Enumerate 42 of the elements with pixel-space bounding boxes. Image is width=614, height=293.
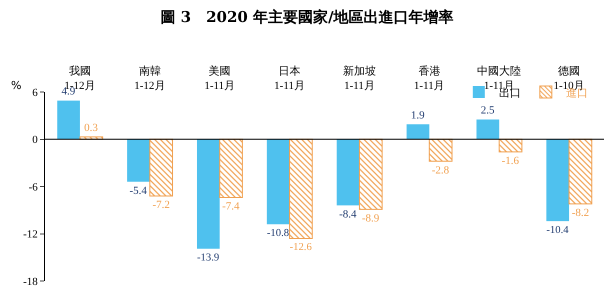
bar xyxy=(266,139,290,224)
data-label: -8.4 xyxy=(339,208,358,220)
data-label: -7.2 xyxy=(152,198,170,211)
bar xyxy=(196,139,220,249)
data-label: -1.6 xyxy=(502,154,520,167)
bar xyxy=(546,139,570,222)
bar xyxy=(336,139,360,206)
bar xyxy=(57,100,80,140)
y-tick-label: 0 xyxy=(32,134,38,146)
x-tick-label: 新加坡 1-11月 xyxy=(342,64,376,92)
bar xyxy=(428,138,453,162)
data-label: -12.6 xyxy=(290,242,312,254)
bar xyxy=(476,120,500,140)
chart-title: 圖 3 2020 年主要國家/地區出進口年增率 xyxy=(160,8,454,26)
x-tick-label: 美國 1-11月 xyxy=(204,64,236,92)
data-label: 1.9 xyxy=(410,109,426,122)
bar xyxy=(358,138,383,210)
bar xyxy=(498,138,522,152)
y-tick-label: -18 xyxy=(23,276,38,288)
data-label: -8.9 xyxy=(362,212,380,224)
data-label: -7.4 xyxy=(222,200,240,213)
bar xyxy=(127,139,150,182)
bar xyxy=(149,138,174,196)
bar xyxy=(568,138,592,204)
data-label: -13.9 xyxy=(196,252,220,264)
data-label: -10.8 xyxy=(266,228,290,240)
y-axis-title: % xyxy=(11,79,22,92)
data-label: 0.3 xyxy=(84,122,98,134)
y-tick-label: 6 xyxy=(32,86,38,99)
bar xyxy=(219,138,243,198)
data-label: -5.4 xyxy=(130,184,148,197)
data-label: -8.2 xyxy=(572,206,590,219)
x-tick-label: 日本 1-11月 xyxy=(274,64,305,92)
data-label: -10.4 xyxy=(546,224,570,236)
bar xyxy=(406,124,430,140)
bar xyxy=(289,138,313,239)
data-label: 2.5 xyxy=(480,104,495,117)
y-tick-label: -12 xyxy=(23,228,38,241)
data-label: -2.8 xyxy=(432,164,450,176)
y-tick-label: -6 xyxy=(28,181,38,194)
x-tick-label: 南韓 1-12月 xyxy=(134,64,166,92)
x-tick-label: 香港 1-11月 xyxy=(414,64,445,92)
